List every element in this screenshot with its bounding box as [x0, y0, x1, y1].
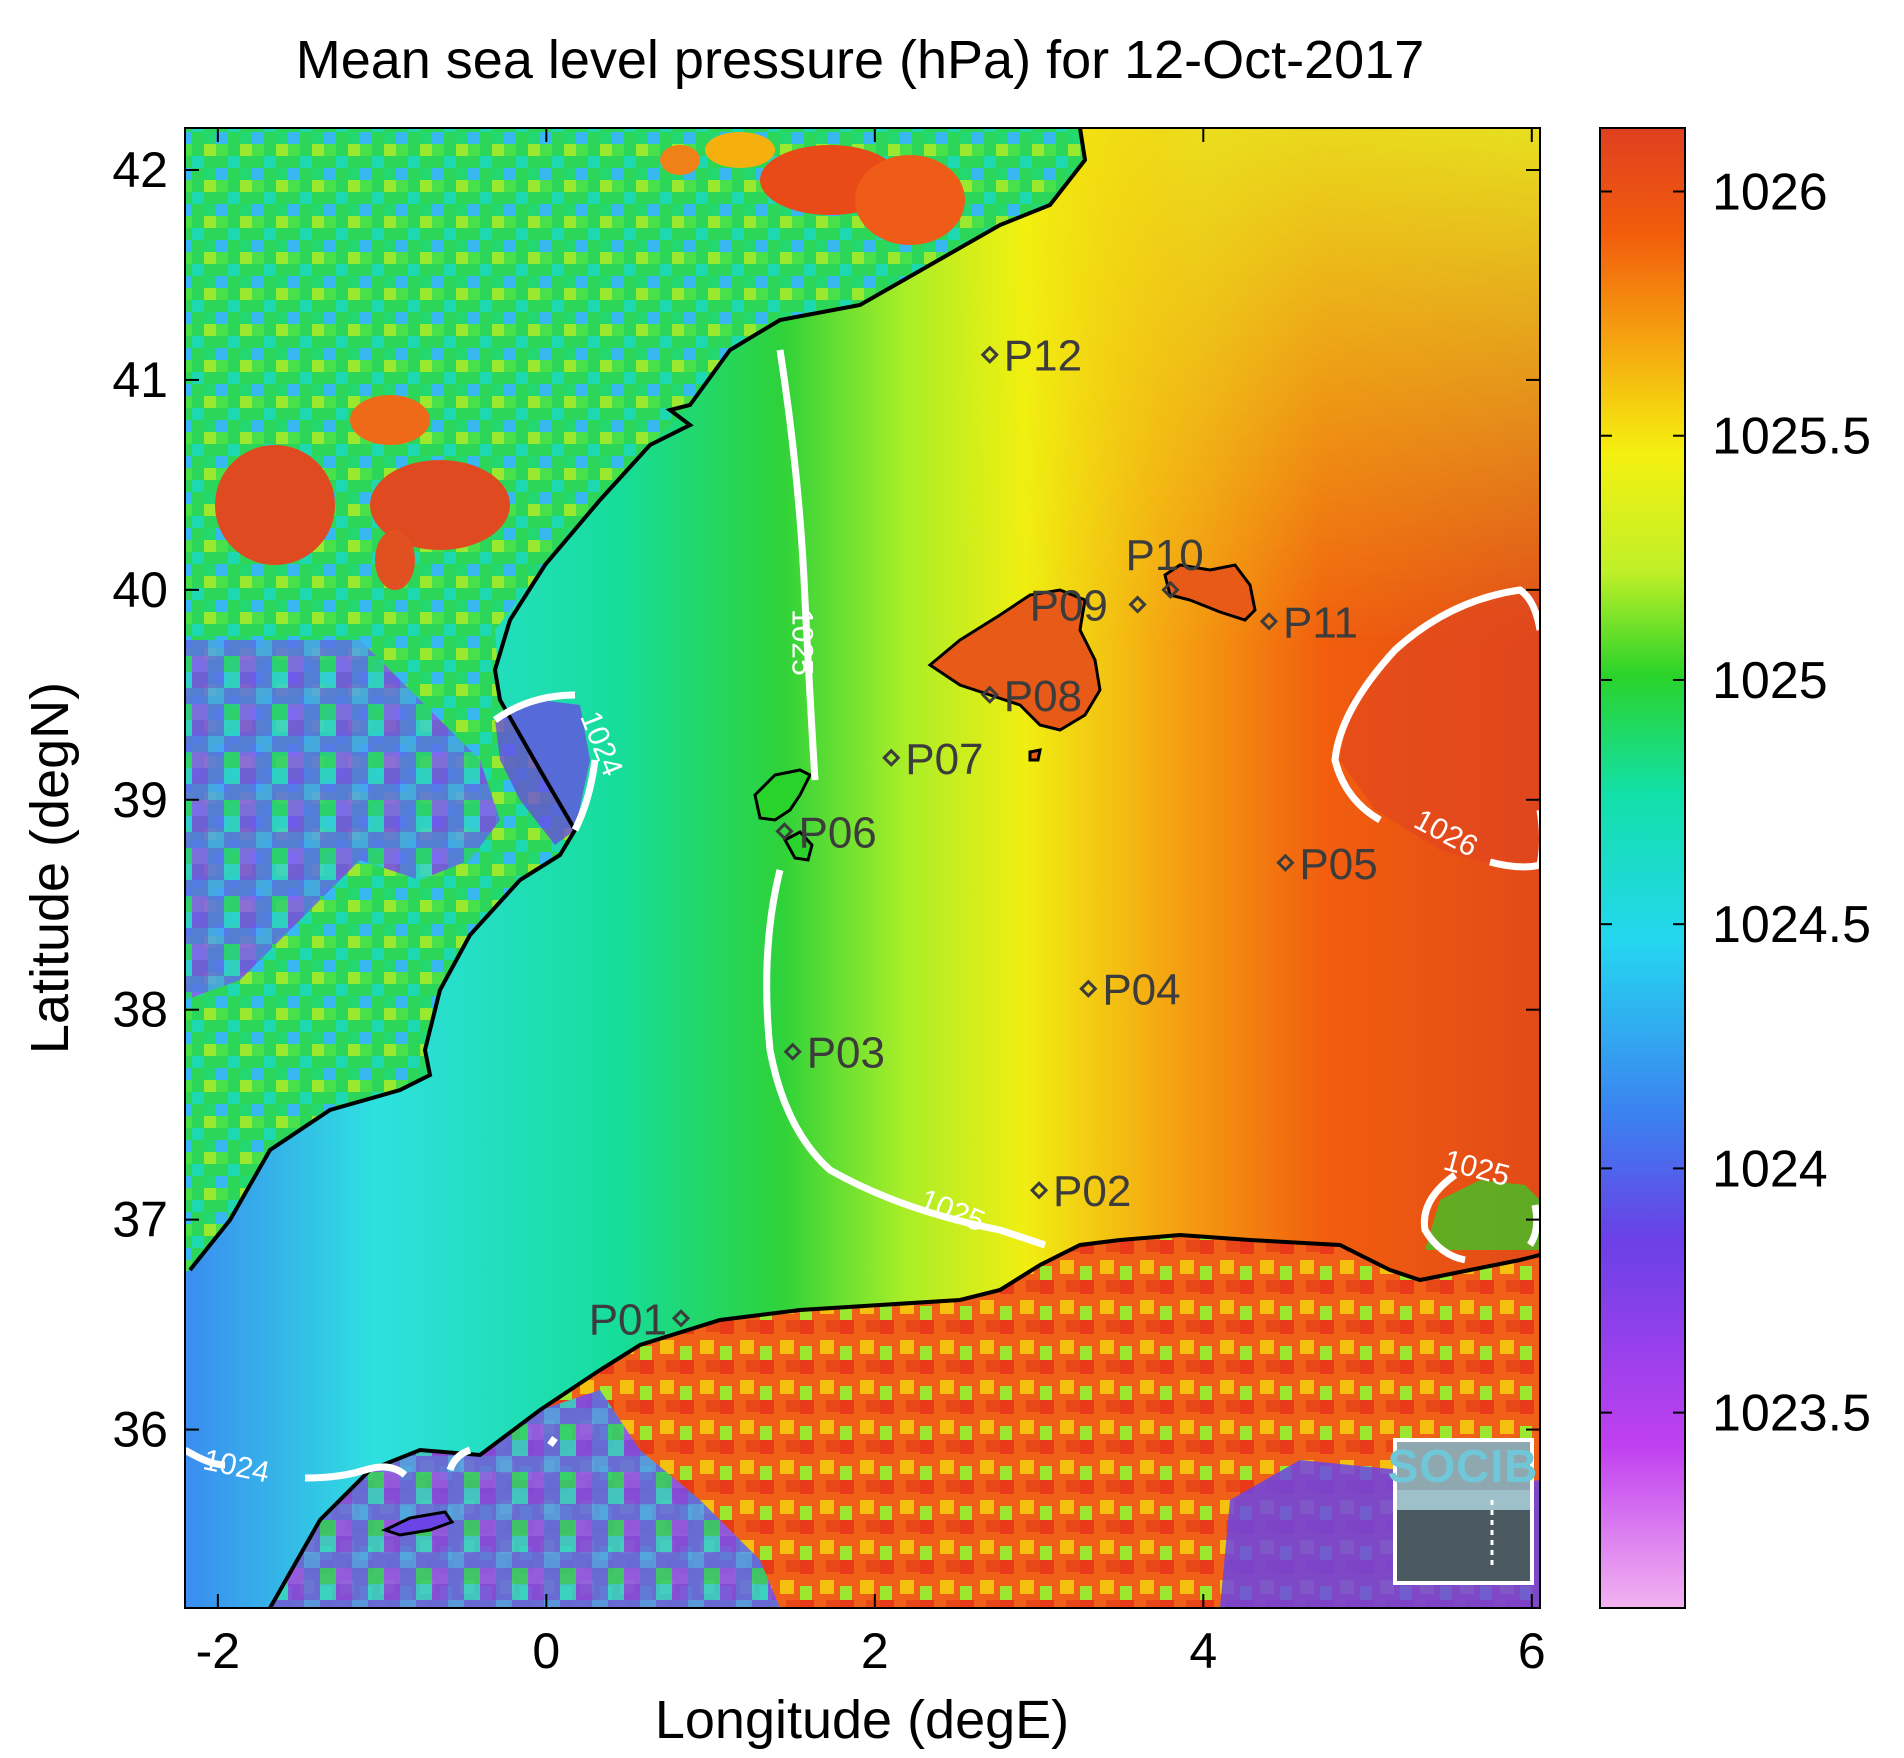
colorbar [1599, 127, 1686, 1609]
station-p12: P12 [980, 332, 1082, 381]
colorbar-tick-label: 1025 [1712, 652, 1828, 710]
station-p02: P02 [1029, 1167, 1131, 1216]
station-p04: P04 [1079, 966, 1181, 1015]
station-label: P09 [1030, 582, 1108, 631]
station-label: P12 [1004, 332, 1082, 381]
contour-1026-east [1331, 586, 1540, 871]
station-p08: P08 [980, 672, 1082, 721]
y-axis-label: Latitude (degN) [20, 682, 80, 1054]
y-tick-label: 37 [112, 1192, 168, 1248]
colorbar-ticks: 1023.5 1024 1024.5 1025 1025.5 1026 [1600, 163, 1871, 1443]
station-label: P02 [1053, 1167, 1131, 1216]
land-high-patch [350, 395, 430, 445]
plot-frame [184, 127, 1541, 1609]
station-marker-icon [671, 1309, 691, 1328]
land-high-patch [705, 132, 775, 168]
station-p03: P03 [783, 1029, 885, 1078]
low-cell-1025-se [1425, 1180, 1540, 1250]
station-p10: P10 [1125, 531, 1204, 599]
x-tick-label: 0 [532, 1623, 560, 1679]
x-axis: -2 0 2 4 6 [196, 128, 1546, 1679]
colorbar-tick-label: 1024.5 [1712, 896, 1871, 954]
x-axis-label: Longitude (degE) [655, 1690, 1069, 1750]
y-axis: 36 37 38 39 40 41 42 [112, 142, 1540, 1458]
island-formentera [782, 830, 814, 862]
station-label: P05 [1299, 840, 1377, 889]
station-label: P08 [1004, 672, 1082, 721]
station-marker-icon [1079, 979, 1098, 998]
land-high-patch [855, 155, 965, 245]
socib-logo-text: SOCIB [1388, 1440, 1539, 1492]
station-p11: P11 [1259, 598, 1358, 647]
contour-1025-southeast [1420, 1172, 1540, 1264]
station-markers: P01 P02 P03 P04 P05 P06 P07 P08 P09 P10 P11 P12 [589, 332, 1378, 1345]
station-p07: P07 [882, 735, 984, 784]
coastline-north-africa [268, 1232, 1540, 1608]
contour-1024-valencia [492, 691, 599, 832]
coastline-iberia [188, 128, 1088, 1272]
island-ibiza [753, 768, 813, 822]
y-tick-label: 42 [112, 142, 168, 198]
island-mallorca [927, 588, 1102, 732]
land-high-patch [370, 460, 510, 550]
station-marker-icon [1259, 612, 1279, 631]
station-p06: P06 [775, 808, 877, 857]
colorbar-tick-label: 1026 [1712, 163, 1828, 221]
island-menorca [1163, 563, 1257, 622]
socib-logo: SOCIB [1388, 1438, 1539, 1585]
island-cabrera [1028, 748, 1042, 762]
x-tick-label: -2 [196, 1623, 240, 1679]
station-marker-icon [882, 748, 901, 767]
land-north-africa-west [270, 1390, 780, 1608]
station-marker-icon [1161, 580, 1180, 599]
y-tick-label: 41 [112, 352, 168, 408]
station-marker-icon [980, 345, 999, 364]
contour-1025-west [763, 349, 1047, 1249]
station-label: P11 [1283, 598, 1358, 647]
colorbar-tick-label: 1023.5 [1712, 1385, 1871, 1443]
contour-label: 1025 [786, 609, 819, 676]
chart-title: Mean sea level pressure (hPa) for 12-Oct… [296, 30, 1425, 90]
station-marker-icon [1276, 853, 1295, 872]
colorbar-tick-label: 1024 [1712, 1140, 1828, 1198]
contour-1024-south [185, 1435, 558, 1482]
land-high-patch [375, 530, 415, 590]
station-label: P03 [807, 1029, 885, 1078]
station-marker-icon [1029, 1181, 1049, 1200]
land-high-patch [660, 145, 700, 175]
station-marker-icon [980, 685, 999, 704]
colorbar-tick-label: 1025.5 [1712, 408, 1871, 466]
station-p09: P09 [1030, 582, 1147, 631]
station-marker-icon [1128, 595, 1147, 614]
station-p01: P01 [589, 1295, 691, 1344]
station-label: P07 [905, 735, 983, 784]
x-tick-label: 4 [1189, 1623, 1217, 1679]
station-label: P01 [589, 1295, 667, 1344]
x-tick-label: 6 [1518, 1623, 1546, 1679]
y-tick-label: 39 [112, 772, 168, 828]
y-tick-label: 36 [112, 1402, 168, 1458]
station-p05: P05 [1276, 840, 1378, 889]
station-label: P10 [1125, 531, 1203, 580]
land-iberia-west-low [185, 640, 500, 1000]
y-tick-label: 40 [112, 562, 168, 618]
island-alboran [381, 1510, 455, 1537]
x-tick-label: 2 [861, 1623, 889, 1679]
y-tick-label: 38 [112, 982, 168, 1038]
station-marker-icon [783, 1042, 802, 1061]
land-high-patch [215, 445, 335, 565]
station-label: P04 [1102, 966, 1180, 1015]
station-label: P06 [798, 808, 876, 857]
station-marker-icon [775, 822, 794, 841]
